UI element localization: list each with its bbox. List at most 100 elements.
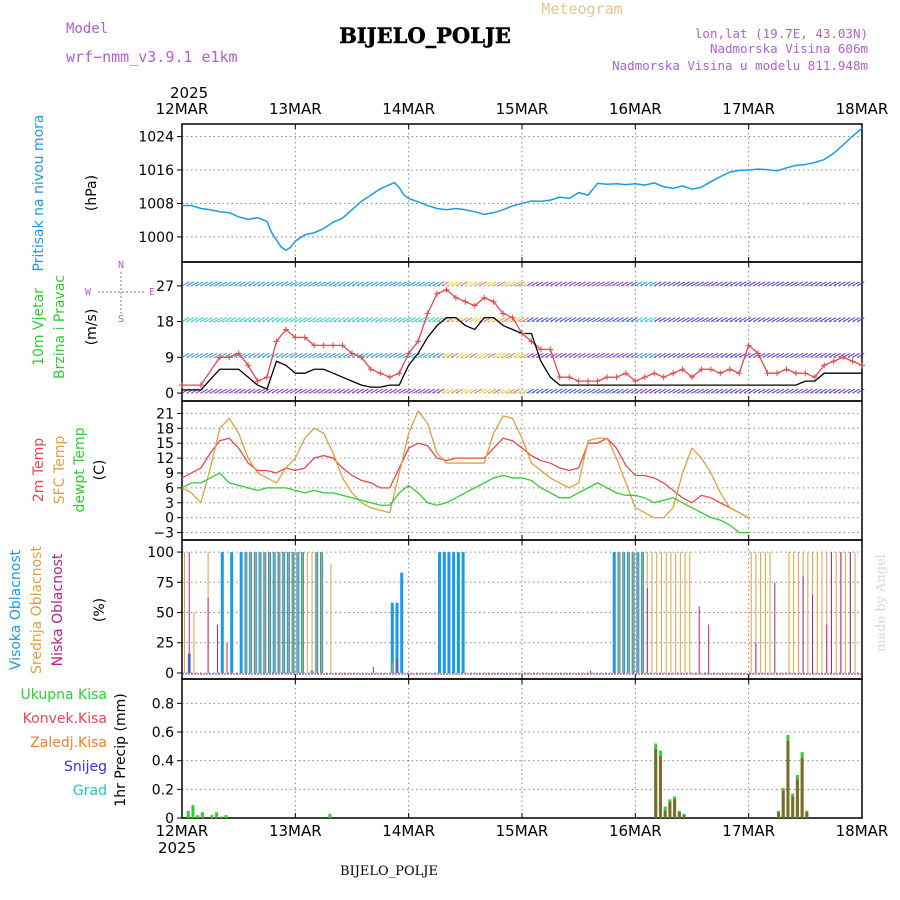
wind-gust-marker: [282, 326, 289, 333]
wind-barb: [214, 352, 223, 358]
wind-barb: [545, 388, 553, 394]
precip-ytick-label: 0.8: [152, 696, 174, 712]
precip-total-bar: [196, 815, 200, 818]
wind-gust-marker: [660, 374, 667, 381]
wind-barb: [625, 388, 634, 394]
wind-barb: [243, 317, 251, 323]
wind-barb: [545, 317, 553, 323]
wind-gust-marker: [594, 378, 601, 385]
wind-barb: [276, 388, 284, 394]
wind-barb: [587, 281, 596, 287]
wind-barb: [521, 352, 530, 358]
wind-barb: [427, 388, 435, 394]
wind-barb: [583, 388, 591, 394]
precip-conv-bar: [658, 756, 662, 818]
wind-barb: [734, 352, 742, 358]
wind-gust-marker: [689, 374, 695, 381]
wind-barb: [191, 317, 199, 323]
wind-ytick-label: 18: [156, 315, 174, 331]
cloud-high-bar: [390, 602, 394, 673]
wind-barb: [635, 317, 643, 323]
wind-barb: [422, 352, 431, 358]
wind-barb: [181, 281, 190, 287]
wind-barb: [828, 281, 837, 287]
wind-barb: [677, 388, 686, 394]
wind-barb: [432, 388, 440, 394]
wind-barb: [625, 281, 634, 287]
wind-unit: (m/s): [84, 309, 100, 346]
wind-barb: [502, 281, 511, 287]
temperature-ytick-label: 12: [156, 451, 174, 467]
wind-barb: [191, 352, 199, 358]
wind-gust-marker: [792, 370, 799, 377]
wind-barb: [691, 352, 700, 358]
wind-barb: [781, 317, 789, 323]
pressure-unit: (hPa): [84, 175, 100, 211]
wind-barb: [606, 281, 615, 287]
wind-barb: [531, 352, 539, 358]
wind-barb: [828, 388, 837, 394]
wind-barb: [587, 317, 596, 323]
wind-barb: [578, 281, 586, 287]
wind-barb: [474, 281, 483, 287]
xtick-label-bottom: 16MAR: [609, 822, 662, 840]
wind-barb: [705, 281, 714, 287]
wind-barb: [427, 281, 435, 287]
wind-barb: [630, 281, 638, 287]
wind-gust-marker: [556, 374, 563, 381]
wind-barb: [602, 317, 610, 323]
temp-ylabel-2m: 2m Temp: [31, 438, 47, 502]
precip-total-bar: [200, 812, 204, 818]
wind-barb: [535, 281, 544, 287]
wind-barb: [436, 388, 445, 394]
wind-barb: [800, 388, 808, 394]
xtick-label-bottom: 17MAR: [722, 822, 775, 840]
wind-barb: [644, 352, 653, 358]
wind-barb: [602, 281, 610, 287]
precip-conv-bar: [781, 790, 785, 818]
wind-barb: [724, 281, 733, 287]
clouds-ytick-label: 75: [156, 575, 174, 591]
wind-barb: [483, 388, 492, 394]
wind-barb: [507, 281, 516, 287]
wind-barb: [672, 317, 681, 323]
wind-barb: [313, 281, 322, 287]
wind-barb: [597, 317, 605, 323]
wind-barb: [687, 281, 695, 287]
wind-barb: [394, 317, 402, 323]
precip-legend-item: Snijeg: [64, 759, 107, 775]
wind-gust-marker: [462, 298, 469, 305]
wind-barb: [521, 388, 530, 394]
wind-barb: [450, 352, 459, 358]
wind-barb: [271, 317, 279, 323]
compass-letter: S: [118, 314, 124, 325]
wind-barb: [738, 352, 747, 358]
xtick-label-top: 16MAR: [609, 100, 662, 118]
wind-barb: [578, 388, 586, 394]
wind-gust-marker: [783, 366, 790, 373]
wind-barb: [498, 281, 506, 287]
wind-barb: [422, 281, 431, 287]
wind-barb: [762, 317, 771, 323]
wind-barb: [224, 281, 232, 287]
wind-barb: [380, 388, 388, 394]
wind-barb: [195, 388, 204, 394]
wind-gust-marker: [604, 374, 610, 381]
wind-barb: [776, 388, 785, 394]
wind-barb: [205, 281, 213, 287]
wind-gust-marker: [745, 342, 752, 349]
wind-barb: [517, 388, 525, 394]
temperature-ytick-label: 18: [156, 421, 174, 437]
wind-barb: [257, 281, 265, 287]
pressure-panel: 1000 1008 1016 1024: [138, 123, 863, 263]
wind-gust-marker: [575, 378, 582, 385]
wind-gust-marker: [622, 370, 629, 377]
wind-barb: [616, 281, 624, 287]
wind-barb: [573, 352, 582, 358]
wind-gust-marker: [679, 366, 686, 373]
wind-barb: [838, 352, 846, 358]
wind-barb: [734, 388, 742, 394]
xtick-label-top: 12MAR: [156, 100, 209, 118]
wind-barb: [663, 281, 671, 287]
wind-barb: [828, 317, 837, 323]
